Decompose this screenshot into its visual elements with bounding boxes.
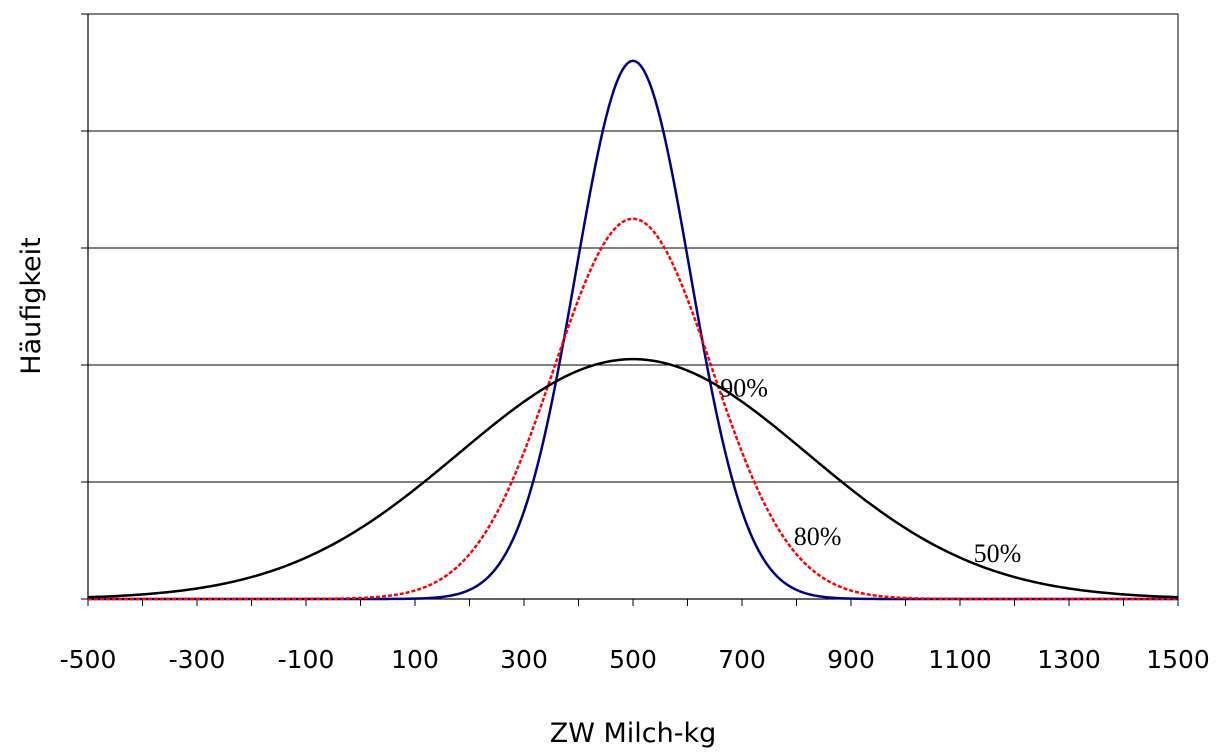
x-tick-label: 900	[827, 645, 875, 674]
x-tick-label: 700	[718, 645, 766, 674]
x-tick-label: 1300	[1037, 645, 1101, 674]
x-axis-title: ZW Milch-kg	[550, 718, 717, 749]
x-tick-label: 500	[609, 645, 657, 674]
x-tick-label: -500	[60, 645, 117, 674]
x-tick-label: 300	[500, 645, 548, 674]
x-tick-label: 1100	[928, 645, 992, 674]
series-line-3	[87, 357, 1179, 599]
x-tick-label: 100	[391, 645, 439, 674]
x-tick-label: 1500	[1146, 645, 1210, 674]
series-label-3: 50%	[974, 539, 1022, 568]
y-axis-title: Häufigkeit	[16, 237, 47, 374]
y-axis-ticks	[81, 13, 88, 600]
series-label-2: 80%	[794, 522, 842, 551]
x-axis-ticks: -500 -300 -100 100 300 500 700 900 1100 1300 1500	[60, 599, 1210, 674]
series-label-1: 90%	[720, 374, 768, 403]
series-lines	[87, 59, 1179, 601]
x-tick-label: -300	[169, 645, 226, 674]
x-tick-label: -100	[278, 645, 335, 674]
gridlines	[88, 13, 1178, 483]
series-line-2	[88, 217, 1178, 601]
series-labels: 90% 80% 50%	[720, 374, 1021, 568]
plot-area	[87, 13, 1179, 600]
